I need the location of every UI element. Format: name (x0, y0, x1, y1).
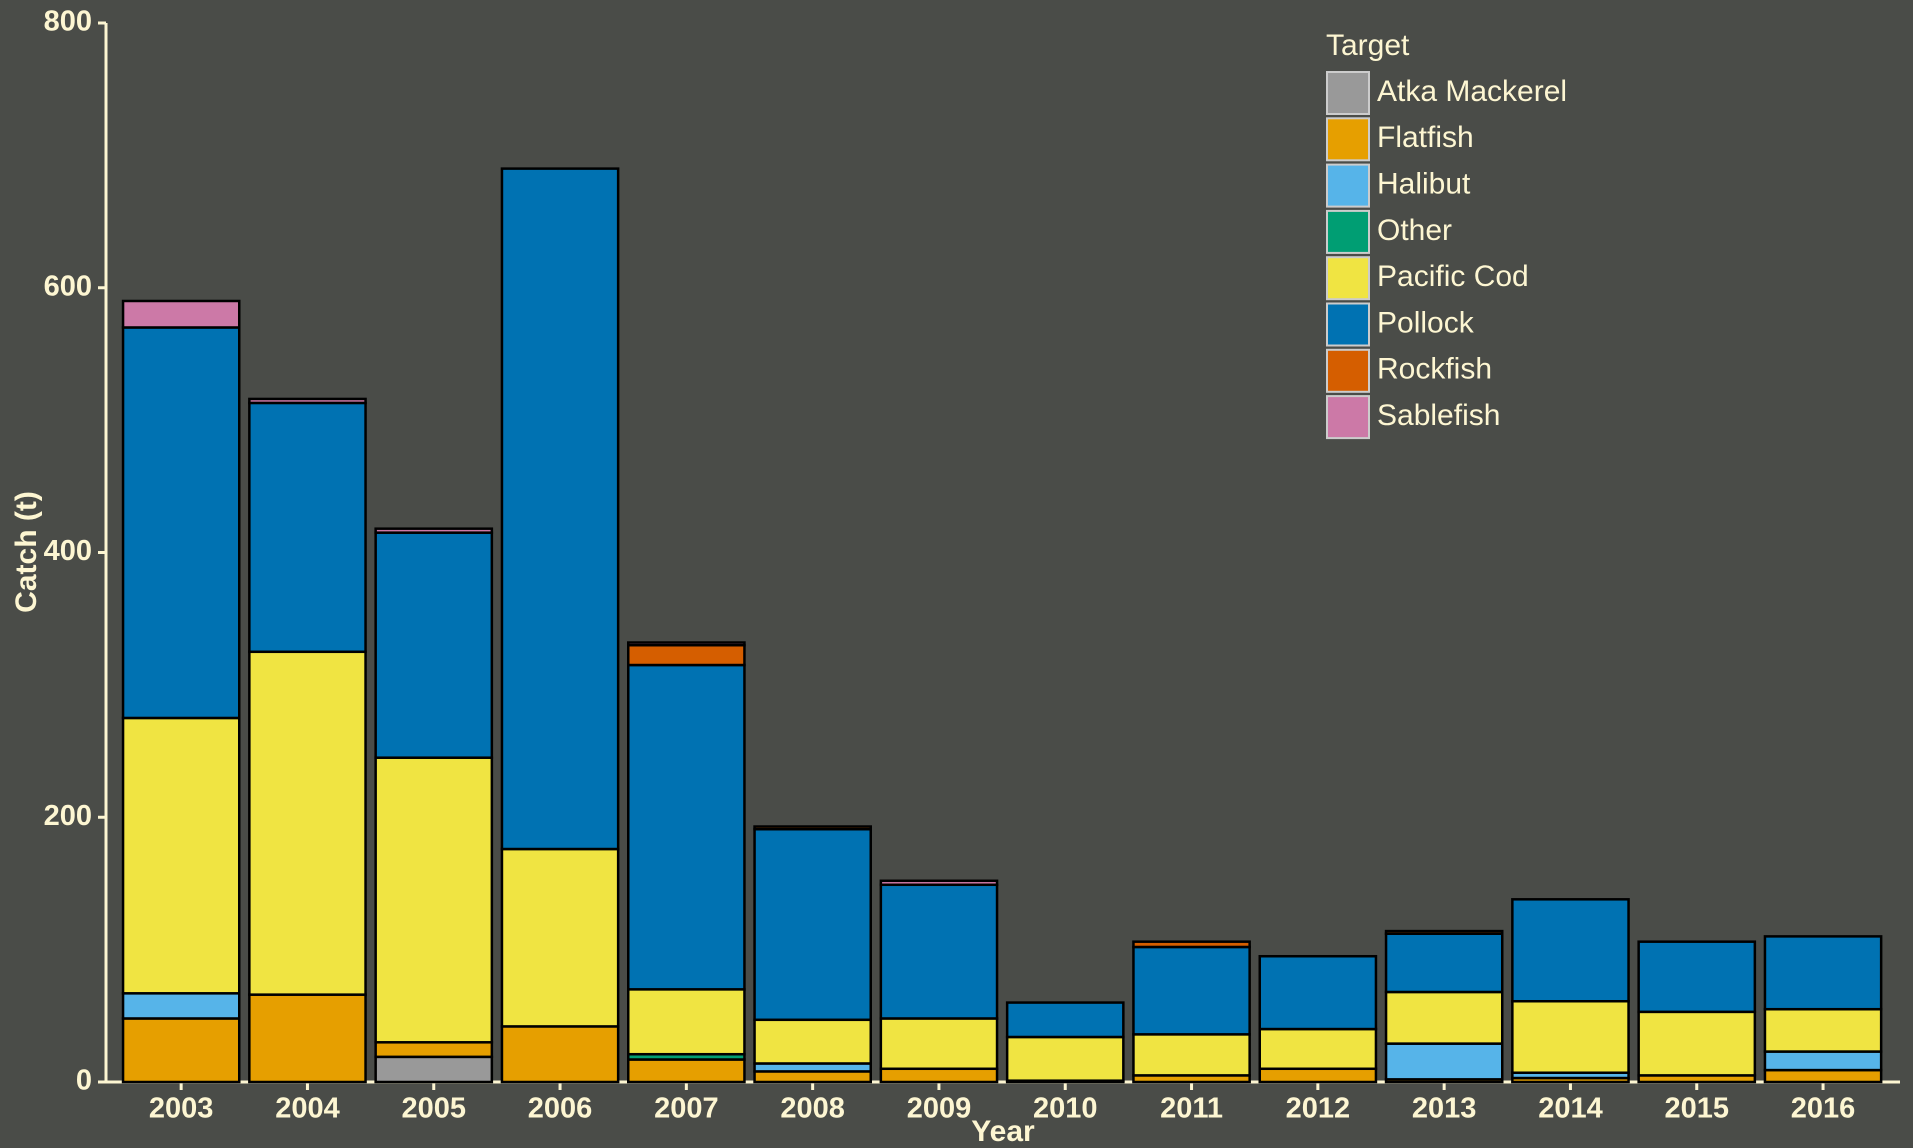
bar-segment (1384, 990, 1504, 1045)
y-tick-label: 600 (44, 270, 92, 302)
bar-segment (1384, 1042, 1504, 1081)
bar-segment (627, 643, 746, 667)
bar-segment (627, 663, 746, 991)
bar-segment (753, 1018, 872, 1065)
bar-segment (627, 1058, 746, 1084)
bar-segment (879, 1067, 999, 1084)
legend-label: Atka Mackerel (1377, 75, 1567, 108)
bar-segment (121, 326, 241, 720)
bar-segment (879, 883, 999, 1020)
bar-segment (879, 1017, 999, 1071)
y-tick-label: 0 (76, 1065, 92, 1097)
x-tick-label: 2011 (1160, 1093, 1223, 1125)
y-tick-label: 400 (44, 535, 92, 567)
x-tick-label: 2003 (149, 1093, 214, 1125)
bar-segment (1384, 929, 1504, 935)
legend-swatch (1326, 117, 1370, 162)
bar-segment (121, 299, 241, 329)
x-tick-label: 2008 (780, 1093, 845, 1125)
legend-label: Pollock (1377, 306, 1475, 339)
x-tick-label: 2014 (1538, 1093, 1603, 1125)
legend-label: Sablefish (1377, 399, 1500, 432)
bar-segment (374, 1041, 494, 1059)
bar-segment (374, 756, 494, 1044)
bar-segment (500, 1025, 620, 1084)
legend-label: Halibut (1377, 168, 1471, 201)
bar-segment (1132, 1033, 1251, 1077)
y-axis-title: Catch (t) (10, 491, 43, 613)
y-tick-label: 200 (44, 800, 92, 832)
bar-segment (248, 401, 367, 654)
bar-segment (627, 641, 746, 647)
x-tick-label: 2012 (1286, 1093, 1351, 1125)
bar-segment (1005, 1035, 1125, 1082)
bar-segment (1258, 1027, 1378, 1071)
bar-segment (1384, 932, 1504, 994)
bar-segment (248, 650, 367, 996)
legend-title: Target (1326, 29, 1410, 62)
bar-segment (753, 825, 872, 831)
bar-segment (1763, 1007, 1883, 1053)
bar-segment (374, 531, 494, 759)
bar-segment (1005, 1001, 1125, 1039)
bar-segment (879, 879, 999, 887)
x-tick-label: 2009 (907, 1093, 972, 1125)
bar-segment (500, 167, 620, 851)
legend-label: Pacific Cod (1377, 260, 1529, 293)
x-tick-label: 2015 (1664, 1093, 1729, 1125)
bar-segment (1763, 935, 1883, 1011)
legend-swatch (1326, 71, 1370, 115)
bar-segment (374, 1055, 494, 1084)
legend-swatch (1326, 163, 1370, 208)
bar-segment (1258, 954, 1378, 1031)
x-tick-label: 2006 (528, 1093, 593, 1125)
y-tick-label: 800 (44, 6, 92, 38)
bar-segment (753, 1070, 872, 1084)
legend-swatch (1326, 256, 1370, 301)
bar-segment (1132, 945, 1251, 1036)
bar-segment (1132, 940, 1251, 949)
bar-segment (1511, 1000, 1630, 1074)
bar-segment (248, 993, 367, 1084)
bar-segment (753, 827, 872, 1022)
legend-swatch (1326, 302, 1370, 347)
bar-segment (374, 527, 494, 534)
bar-segment (1763, 1050, 1883, 1072)
bar-segment (1637, 1010, 1757, 1077)
bar-segment (1511, 898, 1630, 1003)
legend-swatch (1326, 395, 1370, 440)
bar-segment (121, 1017, 241, 1084)
bar-segment (1763, 1068, 1883, 1084)
bar-segment (121, 992, 241, 1020)
legend-label: Rockfish (1377, 353, 1492, 386)
x-tick-label: 2010 (1033, 1093, 1098, 1125)
x-tick-label: 2013 (1412, 1093, 1477, 1125)
bar-segment (1637, 940, 1757, 1014)
bar-segment (1258, 1067, 1378, 1084)
legend-label: Other (1377, 214, 1452, 247)
bar-segment (121, 716, 241, 995)
x-axis-title: Year (971, 1115, 1035, 1148)
x-tick-label: 2016 (1791, 1093, 1856, 1125)
x-tick-label: 2007 (654, 1093, 719, 1125)
legend-label: Flatfish (1377, 121, 1474, 154)
bar-segment (627, 988, 746, 1056)
bar-segment (248, 397, 367, 405)
x-tick-label: 2005 (401, 1093, 466, 1125)
legend-swatch (1326, 209, 1370, 254)
legend-swatch (1326, 348, 1370, 393)
x-tick-label: 2004 (275, 1093, 340, 1125)
bar-segment (500, 847, 620, 1028)
